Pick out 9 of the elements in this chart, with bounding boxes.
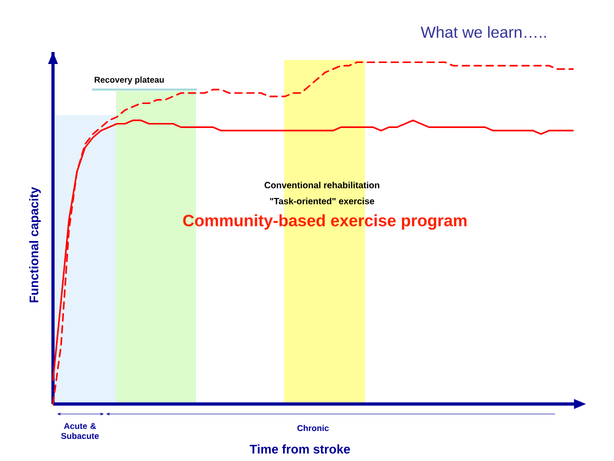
annotation: "Task-oriented" exercise bbox=[270, 198, 374, 204]
chart-title: What we learn….. bbox=[420, 26, 546, 38]
x-axis-title: Time from stroke bbox=[250, 444, 350, 454]
annotation: Conventional rehabilitation bbox=[264, 182, 380, 188]
series-label: Recovery plateau bbox=[94, 76, 164, 84]
y-axis-title: Functional capacity bbox=[29, 186, 41, 302]
text: Chronic bbox=[297, 424, 329, 432]
annotation: Community-based exercise program bbox=[183, 214, 466, 230]
text: Acute & Subacute bbox=[61, 423, 99, 439]
